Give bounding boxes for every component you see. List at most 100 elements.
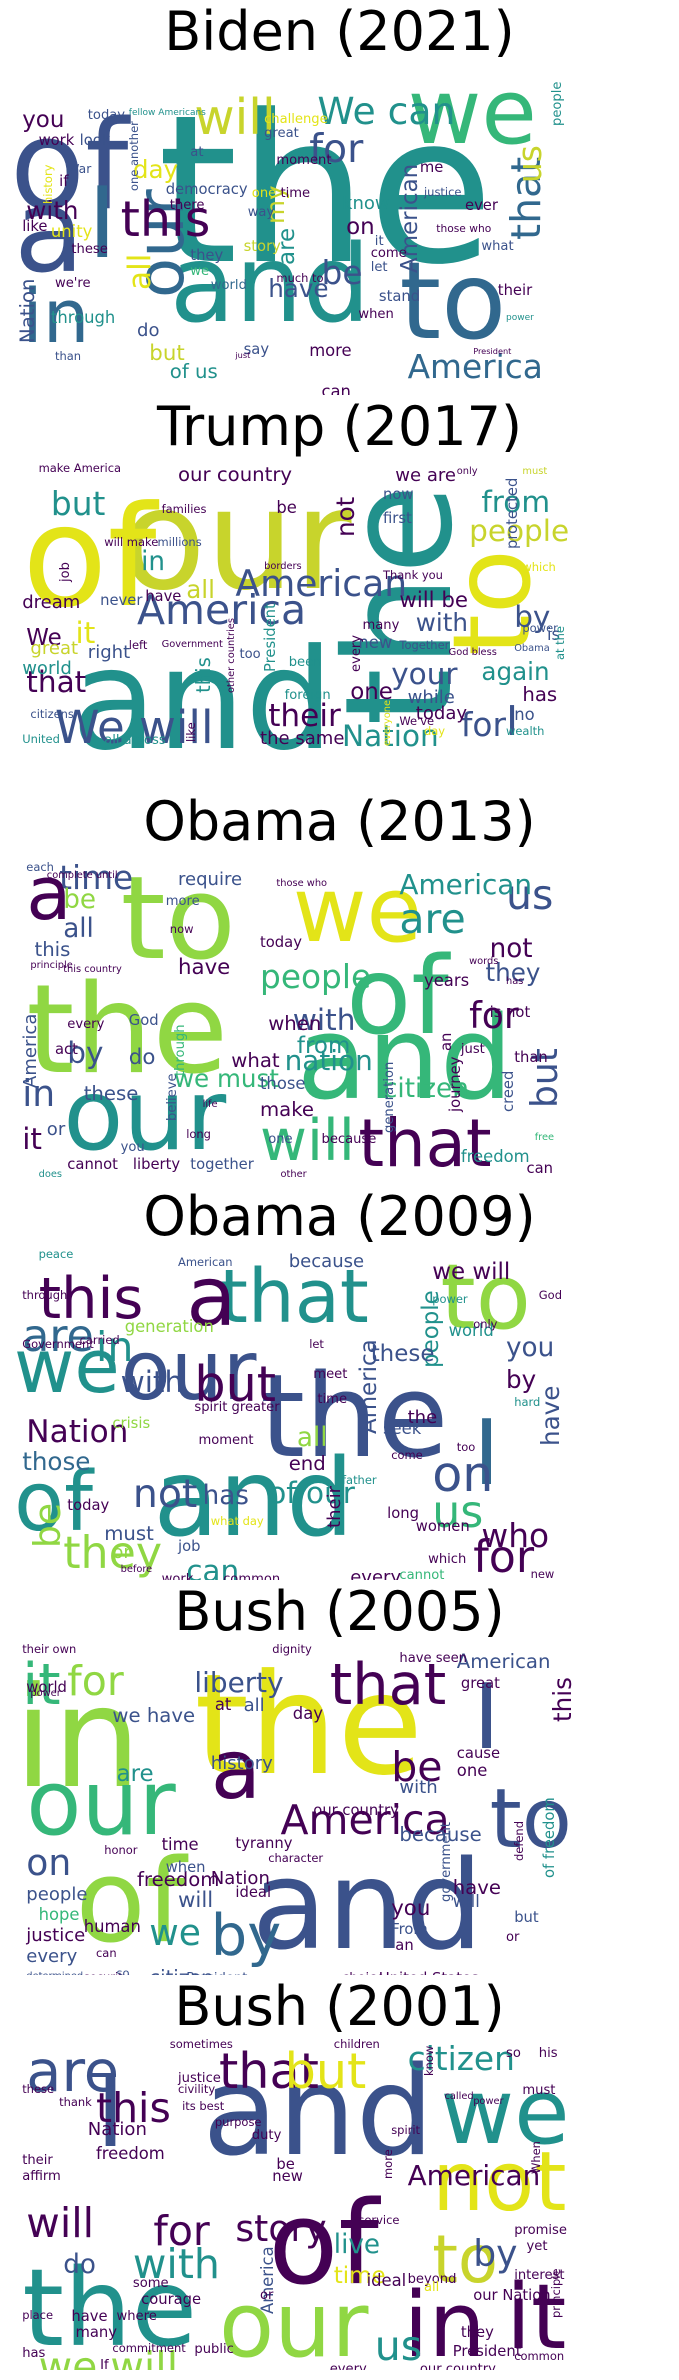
cloud-word: live xyxy=(333,2229,381,2260)
cloud-word: time xyxy=(317,1391,348,1407)
cloud-word: power xyxy=(30,1688,61,1700)
cloud-word: God xyxy=(128,1012,159,1029)
cloud-word: we have xyxy=(112,1703,196,1727)
cloud-word: every xyxy=(329,2362,367,2370)
cloud-word: that xyxy=(219,1254,369,1341)
cloud-word: the same xyxy=(260,727,345,749)
cloud-word: I xyxy=(473,1401,500,1506)
cloud-word: with xyxy=(132,2240,220,2289)
word-cloud: the to we of and our a that will are us American peo… xyxy=(14,850,665,1185)
cloud-word: more xyxy=(381,2148,395,2179)
cloud-word: other xyxy=(280,1168,307,1180)
cloud-word: courage xyxy=(141,2291,202,2309)
cloud-word: civility xyxy=(178,2082,216,2097)
cloud-word: President xyxy=(262,603,280,673)
cloud-word: everyone xyxy=(382,700,393,747)
cloud-word: and xyxy=(296,991,513,1126)
cloud-word: families xyxy=(161,502,207,517)
cloud-word: we must xyxy=(173,1064,279,1094)
cloud-word: or xyxy=(506,1930,520,1946)
cloud-word: will xyxy=(194,87,276,146)
cloud-word: generation xyxy=(382,1061,397,1133)
cloud-word: with xyxy=(399,1777,438,1799)
cloud-word: millions xyxy=(157,535,202,549)
cloud-word: will make xyxy=(104,535,159,549)
cloud-word: great xyxy=(264,126,299,142)
cloud-word: but xyxy=(284,2042,367,2101)
cloud-word: too xyxy=(239,646,261,662)
cloud-word: father xyxy=(342,1472,377,1487)
cloud-word: our xyxy=(63,1059,227,1174)
cloud-word: United xyxy=(22,731,60,746)
cloud-word: a xyxy=(186,1250,237,1346)
cloud-word: only xyxy=(456,466,478,478)
cloud-word: of xyxy=(14,95,129,239)
cloud-word: and xyxy=(169,223,371,348)
cloud-word: one xyxy=(268,1131,293,1147)
cloud-word: Government xyxy=(161,638,223,650)
cloud-word: do xyxy=(137,320,160,342)
cloud-word: God bless xyxy=(448,646,497,658)
cloud-word: this xyxy=(548,1677,578,1722)
cloud-word: for xyxy=(473,1532,535,1580)
cloud-word: will xyxy=(26,2199,95,2248)
cloud-word: can xyxy=(321,381,351,395)
cloud-word: it xyxy=(374,233,384,249)
cloud-word: that xyxy=(26,665,87,700)
cloud-word: sometimes xyxy=(169,2037,233,2052)
cloud-word: ideal xyxy=(235,1884,272,1901)
cloud-word: never xyxy=(100,592,143,610)
cloud-word: not xyxy=(132,1470,198,1517)
cloud-word: will xyxy=(260,1107,355,1175)
cloud-word: their xyxy=(497,281,533,299)
cloud-word: work xyxy=(161,1572,194,1580)
cloud-word: years xyxy=(424,971,470,990)
cloud-word: we're xyxy=(55,276,91,292)
cloud-word: every xyxy=(67,1017,105,1033)
panel-title: Bush (2005) xyxy=(174,1580,505,1643)
cloud-word: cannot xyxy=(67,1155,118,1173)
cloud-word: every xyxy=(350,1566,402,1580)
cloud-word: its best xyxy=(182,2098,225,2113)
cloud-word: again xyxy=(481,657,550,686)
panel-title: Biden (2021) xyxy=(164,0,515,63)
cloud-word: all xyxy=(121,253,158,290)
cloud-word: has xyxy=(202,1480,249,1511)
panel-title: Obama (2009) xyxy=(143,1185,536,1248)
cloud-word: but xyxy=(50,484,106,523)
cloud-word: these xyxy=(22,2082,55,2097)
cloud-word: these xyxy=(83,1081,139,1105)
cloud-word: America xyxy=(407,348,543,387)
cloud-word: of xyxy=(75,1835,187,1969)
cloud-word: place xyxy=(22,2307,54,2322)
cloud-word: new xyxy=(272,2168,303,2186)
cloud-word: cannot xyxy=(399,1567,445,1580)
cloud-word: can xyxy=(526,1159,554,1177)
cloud-word: people xyxy=(550,81,566,126)
cloud-word: we xyxy=(407,60,537,166)
cloud-word: Nation xyxy=(87,2119,147,2141)
cloud-word: has xyxy=(22,2345,46,2361)
cloud-word: principle xyxy=(30,959,73,971)
cloud-word: citizen xyxy=(383,1073,469,1104)
cloud-word: President xyxy=(452,2342,522,2360)
cloud-word: we xyxy=(440,2059,570,2165)
cloud-word: our xyxy=(120,1324,257,1420)
cloud-word: what xyxy=(231,1048,280,1072)
cloud-word: War xyxy=(67,161,92,176)
cloud-word: we will xyxy=(38,2342,179,2370)
cloud-word: justice xyxy=(178,2070,221,2086)
cloud-word: like xyxy=(184,722,199,742)
cloud-word: or xyxy=(46,1118,66,1140)
cloud-word: through xyxy=(50,308,116,328)
cloud-word: all xyxy=(296,1423,328,1454)
cloud-word: but xyxy=(514,1908,539,1926)
cloud-word: America xyxy=(20,1013,42,1088)
cloud-word: interest xyxy=(514,2267,565,2283)
cloud-word: America xyxy=(280,1795,450,1844)
cloud-word: common xyxy=(223,1572,281,1580)
cloud-word: be xyxy=(391,1742,443,1791)
cloud-word: when xyxy=(165,1859,206,1877)
cloud-word: it xyxy=(22,1121,42,1156)
